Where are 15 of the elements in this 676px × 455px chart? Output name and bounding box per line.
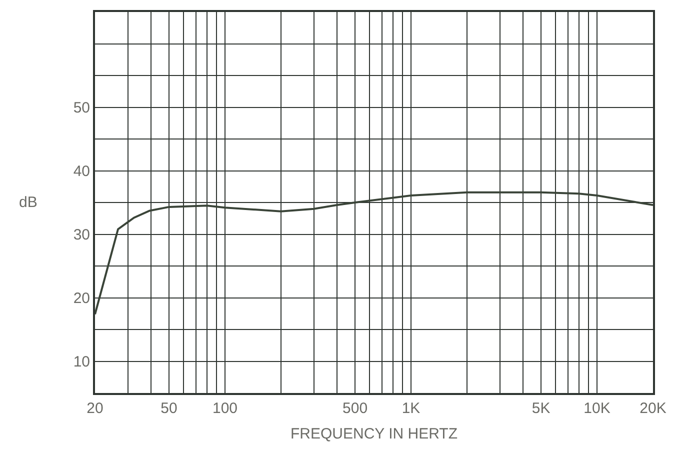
y-axis-title: dB <box>19 194 38 211</box>
y-tick-label: 40 <box>73 163 90 180</box>
y-tick-label: 10 <box>73 354 90 370</box>
x-tick-label: 5K <box>532 400 550 417</box>
x-tick-label: 10K <box>584 400 610 417</box>
x-tick-label: 20 <box>86 400 104 417</box>
y-tick-label: 50 <box>73 100 90 116</box>
x-tick-label: 500 <box>342 400 368 417</box>
y-tick-label: 30 <box>73 226 90 244</box>
x-tick-label: 100 <box>212 400 238 417</box>
x-tick-label: 50 <box>160 400 178 417</box>
x-axis-title: FREQUENCY IN HERTZ <box>290 426 458 442</box>
y-tick-label: 20 <box>73 290 90 307</box>
x-tick-label: 20K <box>640 400 666 417</box>
x-tick-label: 1K <box>402 400 420 417</box>
